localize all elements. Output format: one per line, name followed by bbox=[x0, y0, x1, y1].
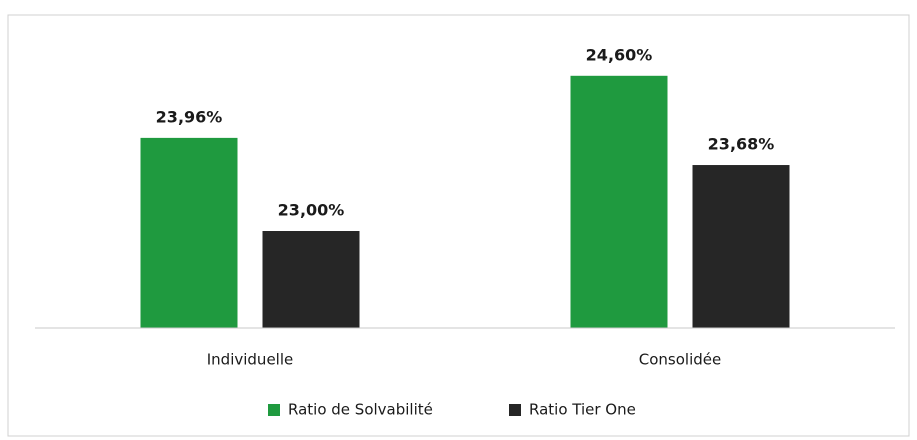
legend-swatch bbox=[268, 404, 280, 416]
data-label: 23,00% bbox=[278, 201, 345, 220]
legend-swatch bbox=[509, 404, 521, 416]
bar bbox=[570, 75, 668, 328]
x-tick-label: Consolidée bbox=[639, 351, 721, 369]
bar bbox=[140, 137, 238, 328]
x-tick-label: Individuelle bbox=[207, 351, 293, 369]
legend-label: Ratio Tier One bbox=[529, 401, 636, 419]
data-label: 23,68% bbox=[708, 135, 775, 154]
data-label: 23,96% bbox=[156, 107, 223, 126]
legend-label: Ratio de Solvabilité bbox=[288, 401, 433, 419]
bar bbox=[262, 231, 360, 328]
bar bbox=[692, 165, 790, 328]
data-label: 24,60% bbox=[586, 45, 653, 64]
